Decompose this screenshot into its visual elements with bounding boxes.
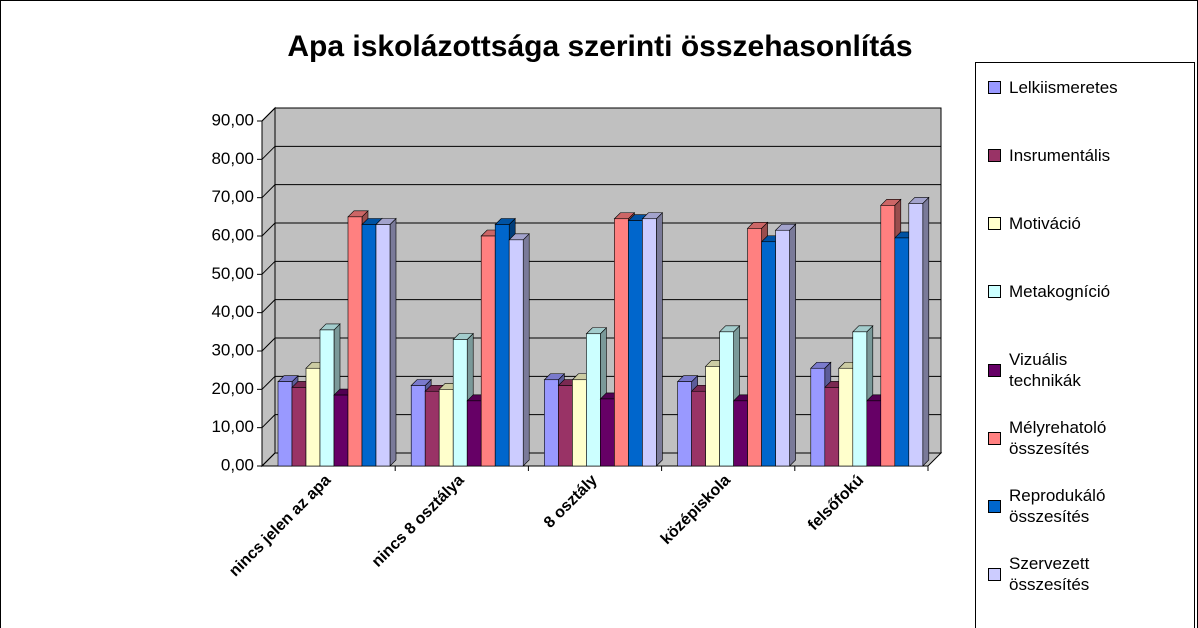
bar — [852, 331, 868, 467]
bar — [677, 381, 692, 467]
bar — [375, 224, 391, 467]
bar-side — [656, 212, 663, 467]
x-tick-label: felsőfokú — [805, 472, 867, 534]
bar — [719, 331, 734, 467]
bar — [572, 379, 587, 467]
bar — [494, 224, 510, 467]
bar — [614, 218, 629, 467]
bar — [838, 367, 854, 467]
bar — [438, 389, 454, 467]
bar — [277, 381, 293, 467]
bar — [810, 367, 826, 467]
legend-swatch — [988, 217, 1001, 230]
bar — [347, 216, 363, 467]
bar — [775, 229, 790, 467]
bar — [894, 237, 910, 467]
legend-label: Reprodukáló összesítés — [1009, 486, 1106, 526]
bar — [544, 379, 559, 467]
y-tick-label: 20,00 — [211, 379, 254, 398]
legend-swatch — [988, 363, 1001, 377]
y-tick-label: 0,00 — [221, 455, 254, 474]
bar-side — [389, 217, 397, 467]
legend-swatch — [988, 81, 1001, 94]
y-tick-label: 90,00 — [211, 110, 254, 129]
legend-item: Reprodukáló összesítés — [988, 485, 1188, 527]
bar — [291, 387, 307, 467]
grid-line — [261, 184, 941, 199]
legend-swatch — [988, 431, 1001, 445]
bar — [747, 228, 762, 467]
bar — [466, 400, 482, 467]
bar — [333, 394, 349, 467]
bar — [424, 390, 440, 467]
grid-line — [261, 299, 941, 314]
legend-item: Lelkiismeretes — [988, 77, 1188, 98]
legend-label: Insrumentális — [1009, 146, 1111, 165]
legend-item: Motiváció — [988, 213, 1188, 234]
y-tick-label: 80,00 — [211, 149, 254, 168]
bar — [866, 400, 882, 467]
grid-line — [261, 222, 941, 237]
y-tick-label: 50,00 — [211, 264, 254, 283]
bar — [600, 398, 615, 467]
legend-item: Szervezett összesítés — [988, 553, 1188, 595]
bar — [691, 390, 706, 467]
y-tick-label: 10,00 — [211, 417, 254, 436]
y-tick-label: 40,00 — [211, 302, 254, 321]
legend-swatch — [988, 499, 1001, 513]
bar-side — [522, 233, 530, 467]
legend-item: Mélyrehatoló összesítés — [988, 417, 1188, 459]
grid-line — [261, 145, 941, 160]
bar — [880, 205, 896, 467]
legend-label: Metakogníció — [1009, 282, 1111, 301]
y-tick-label: 30,00 — [211, 340, 254, 359]
bar — [586, 333, 601, 467]
chart-title: Apa iskolázottsága szerinti összehasonlí… — [287, 30, 912, 63]
x-tick-label: középiskola — [658, 472, 734, 548]
bar — [410, 385, 426, 467]
side-wall — [261, 106, 276, 468]
bar — [642, 218, 657, 467]
x-tick-label: nincs 8 osztálya — [369, 472, 468, 571]
bar — [452, 339, 468, 467]
legend-label: Vizuális technikák — [1009, 350, 1081, 390]
legend-swatch — [988, 285, 1001, 298]
bar-side — [922, 196, 930, 467]
y-tick-label: 60,00 — [211, 225, 254, 244]
bar — [628, 220, 643, 467]
bar — [480, 235, 496, 467]
bar — [908, 203, 924, 467]
bar — [305, 367, 321, 467]
grid-line — [261, 107, 941, 122]
bar-side — [789, 223, 796, 467]
bar — [705, 366, 720, 467]
legend-label: Lelkiismeretes — [1009, 78, 1118, 97]
legend-label: Mélyrehatoló összesítés — [1009, 418, 1107, 458]
y-tick-label: 70,00 — [211, 187, 254, 206]
bar — [319, 329, 335, 467]
bar — [824, 387, 840, 467]
bar — [508, 239, 524, 467]
bar — [361, 224, 377, 467]
grid-line — [261, 337, 941, 352]
x-tick-label: 8 osztály — [541, 472, 601, 532]
legend-swatch — [988, 149, 1001, 162]
legend-item: Insrumentális — [988, 145, 1188, 166]
legend-label: Motiváció — [1009, 214, 1081, 233]
legend-item: Metakogníció — [988, 281, 1188, 302]
bar — [733, 400, 748, 467]
x-tick-label: nincs jelen az apa — [226, 472, 334, 580]
legend: Lelkiismeretes Insrumentális Motiváció Meta… — [975, 62, 1195, 628]
bar — [761, 241, 776, 467]
legend-item: Vizuális technikák — [988, 349, 1188, 391]
legend-label: Szervezett összesítés — [1009, 554, 1090, 594]
legend-swatch — [988, 567, 1001, 581]
grid-line — [261, 260, 941, 275]
bar — [558, 385, 573, 467]
